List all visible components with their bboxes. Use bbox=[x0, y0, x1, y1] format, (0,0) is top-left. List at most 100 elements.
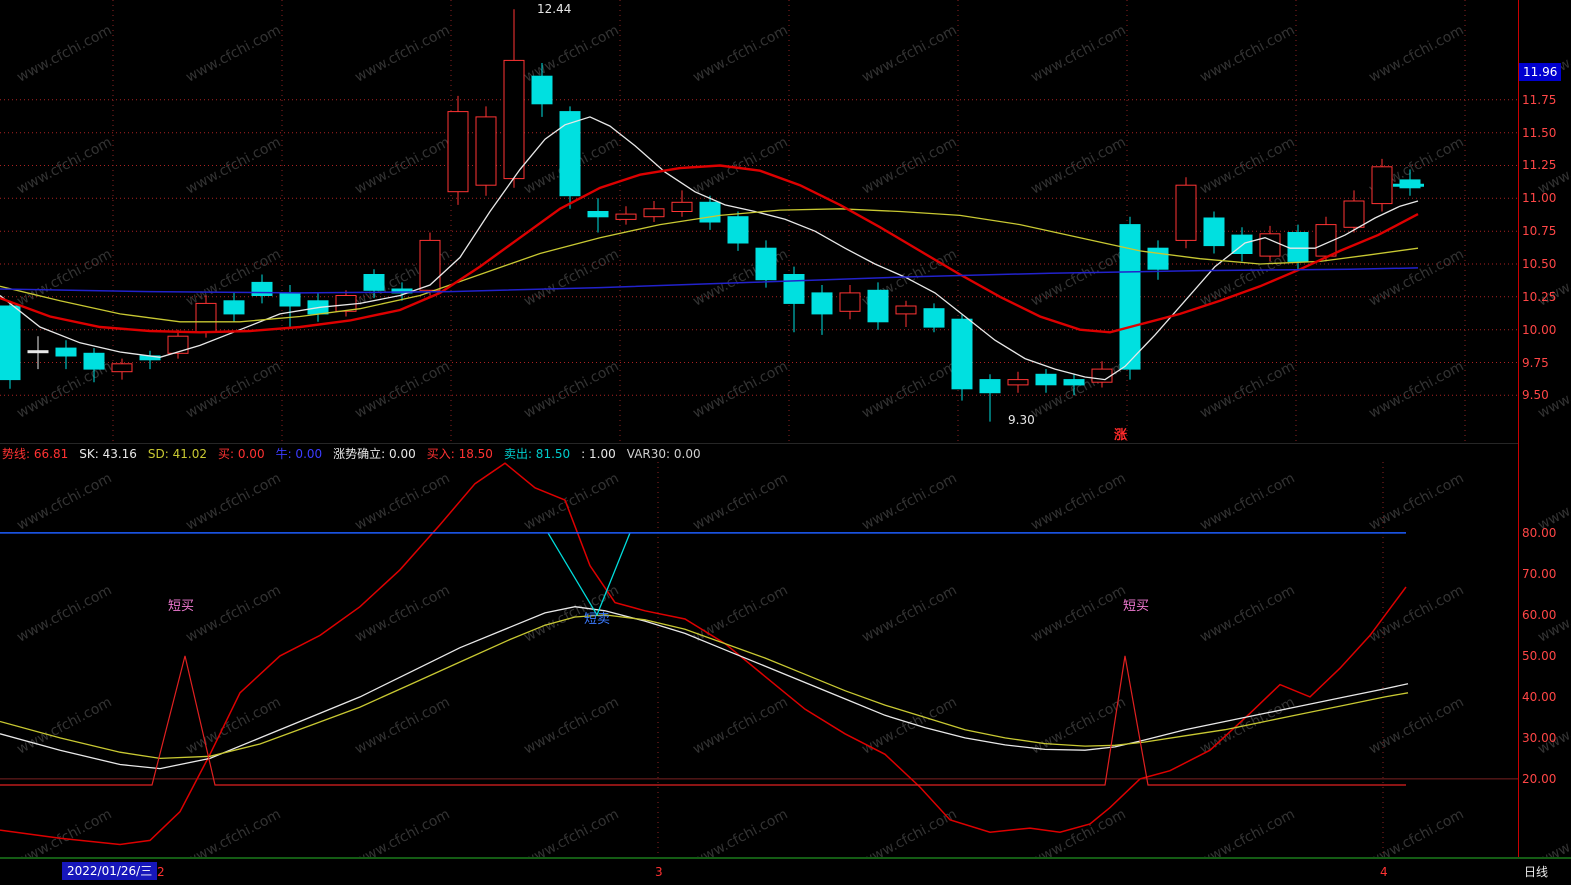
price-axis-label: 10.25 bbox=[1522, 290, 1557, 304]
candle-body[interactable] bbox=[1203, 217, 1225, 247]
indicator-axis-label: 40.00 bbox=[1522, 690, 1557, 704]
price-axis-label: 9.75 bbox=[1522, 356, 1549, 370]
candle-body[interactable] bbox=[951, 318, 973, 390]
indicator-value: : 1.00 bbox=[581, 447, 616, 461]
price-axis-label: 10.50 bbox=[1522, 257, 1557, 271]
candle-body[interactable] bbox=[167, 335, 189, 354]
limit-up-marker: 涨 bbox=[1114, 428, 1128, 443]
period-label[interactable]: 日线 bbox=[1524, 865, 1549, 879]
sk-white-line bbox=[0, 606, 1409, 770]
candle-body[interactable] bbox=[699, 201, 721, 223]
status-bar: 2022/01/26/三 2 3 4 日线 bbox=[0, 857, 1571, 885]
candle-body[interactable] bbox=[1259, 233, 1281, 257]
month-label: 2 bbox=[157, 865, 165, 879]
signal-label: 短卖 bbox=[584, 612, 610, 627]
indicator-value: SD: 41.02 bbox=[147, 447, 207, 461]
candle-body[interactable] bbox=[1007, 379, 1029, 386]
candle-body[interactable] bbox=[251, 281, 273, 296]
candle-body[interactable] bbox=[1371, 166, 1393, 205]
candle-body[interactable] bbox=[1175, 184, 1197, 241]
indicator-header: 势线: 66.81 SK: 43.16 SD: 41.02 买: 0.00 牛: 0.0… bbox=[2, 445, 712, 461]
candle-body[interactable] bbox=[755, 247, 777, 281]
indicator-axis-label: 70.00 bbox=[1522, 567, 1557, 581]
month-label: 3 bbox=[655, 865, 663, 879]
candle-body[interactable] bbox=[923, 308, 945, 328]
candle-body[interactable] bbox=[419, 239, 441, 291]
candles-group[interactable] bbox=[0, 9, 1421, 422]
candle-body[interactable] bbox=[503, 59, 525, 180]
indicator-value: 买入: 18.50 bbox=[426, 447, 493, 461]
candle-body[interactable] bbox=[839, 292, 861, 312]
indicator-axis-label: 20.00 bbox=[1522, 772, 1557, 786]
indicator-value: VAR30: 0.00 bbox=[626, 447, 701, 461]
candle-body[interactable] bbox=[27, 350, 49, 354]
high-price-annotation: 12.44 bbox=[537, 2, 572, 16]
date-label: 2022/01/26/三 bbox=[62, 862, 158, 880]
candle-body[interactable] bbox=[1287, 232, 1309, 262]
axis-border-line bbox=[1518, 0, 1519, 858]
ma-yellow-line bbox=[0, 208, 1419, 323]
candle-body[interactable] bbox=[1091, 368, 1113, 383]
ma-white-line bbox=[0, 116, 1419, 381]
indicator-axis-label: 60.00 bbox=[1522, 608, 1557, 622]
indicator-value: 涨势确立: 0.00 bbox=[333, 447, 416, 461]
candle-body[interactable] bbox=[279, 292, 301, 307]
low-price-annotation: 9.30 bbox=[1008, 413, 1035, 427]
pane-separator bbox=[0, 443, 1518, 444]
price-axis-label: 9.50 bbox=[1522, 388, 1549, 402]
ma-red-line bbox=[0, 164, 1419, 334]
sd-yellow-line bbox=[0, 614, 1409, 760]
candle-body[interactable] bbox=[223, 300, 245, 315]
price-axis-label: 11.00 bbox=[1522, 191, 1557, 205]
candle-body[interactable] bbox=[783, 274, 805, 304]
trend-red-line bbox=[0, 462, 1407, 846]
candle-body[interactable] bbox=[55, 347, 77, 357]
candle-body[interactable] bbox=[895, 305, 917, 315]
candle-body[interactable] bbox=[1063, 379, 1085, 386]
price-axis-label: 11.50 bbox=[1522, 126, 1557, 140]
candle-body[interactable] bbox=[979, 379, 1001, 394]
signal-label: 短买 bbox=[168, 599, 194, 614]
candle-body[interactable] bbox=[811, 292, 833, 315]
candle-body[interactable] bbox=[1343, 200, 1365, 228]
candle-body[interactable] bbox=[447, 111, 469, 193]
indicator-value: 买: 0.00 bbox=[218, 447, 265, 461]
price-axis[interactable]: 11.96 11.75 11.50 11.25 11.00 10.75 10.50 10.25… bbox=[1518, 0, 1571, 885]
indicator-axis-label: 50.00 bbox=[1522, 649, 1557, 663]
candle-body[interactable] bbox=[867, 289, 889, 323]
last-price-label: 11.96 bbox=[1519, 63, 1562, 81]
candle-body[interactable] bbox=[195, 302, 217, 333]
main-candlestick-chart[interactable] bbox=[0, 0, 1518, 444]
candle-body[interactable] bbox=[531, 75, 553, 105]
candle-body[interactable] bbox=[335, 295, 357, 312]
candle-body[interactable] bbox=[475, 116, 497, 186]
candle-body[interactable] bbox=[727, 216, 749, 244]
price-axis-label: 11.75 bbox=[1522, 93, 1557, 107]
price-axis-label: 10.75 bbox=[1522, 224, 1557, 238]
candle-body[interactable] bbox=[0, 305, 21, 381]
candle-body[interactable] bbox=[363, 274, 385, 291]
candle-body[interactable] bbox=[559, 111, 581, 197]
indicator-value: 牛: 0.00 bbox=[275, 447, 323, 461]
candle-body[interactable] bbox=[1119, 224, 1141, 370]
ma-blue-line bbox=[0, 267, 1419, 294]
indicator-value: 卖出: 81.50 bbox=[503, 447, 571, 461]
price-axis-label: 10.00 bbox=[1522, 323, 1557, 337]
candle-body[interactable] bbox=[1035, 373, 1057, 386]
indicator-axis-label: 80.00 bbox=[1522, 526, 1557, 540]
signal-label: 短买 bbox=[1123, 599, 1149, 614]
candle-body[interactable] bbox=[615, 213, 637, 220]
price-axis-label: 11.25 bbox=[1522, 158, 1557, 172]
candle-body[interactable] bbox=[111, 363, 133, 373]
buy-signal-line bbox=[0, 655, 1406, 786]
candle-body[interactable] bbox=[643, 208, 665, 218]
indicator-value: SK: 43.16 bbox=[79, 447, 137, 461]
candle-body[interactable] bbox=[587, 211, 609, 218]
candle-body[interactable] bbox=[83, 352, 105, 370]
indicator-value: 势线: 66.81 bbox=[2, 447, 69, 461]
indicator-axis-label: 30.00 bbox=[1522, 731, 1557, 745]
candle-body[interactable] bbox=[671, 201, 693, 213]
candle-body[interactable] bbox=[1147, 247, 1169, 270]
